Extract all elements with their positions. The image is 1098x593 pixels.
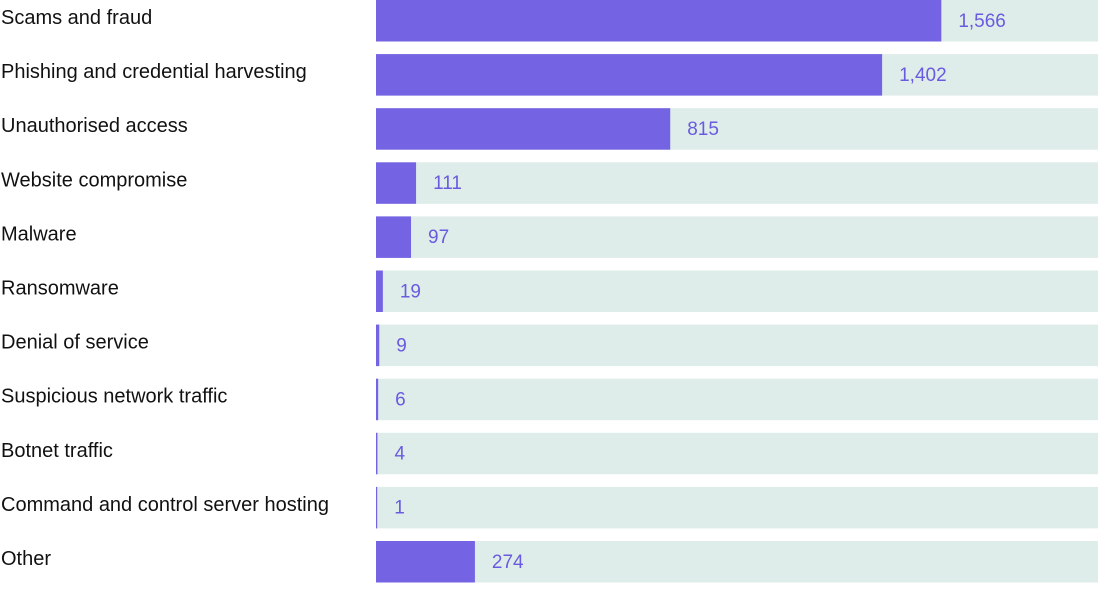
value-label: 19 — [400, 281, 421, 302]
bar-track — [376, 324, 1098, 367]
bar — [376, 432, 378, 475]
value-label: 9 — [396, 335, 407, 356]
bar — [376, 108, 671, 150]
value-label: 274 — [492, 552, 524, 573]
value-label: 97 — [428, 227, 449, 248]
category-label: Scams and fraud — [1, 7, 152, 29]
category-label: Malware — [1, 223, 77, 245]
bar-tracks — [376, 0, 1098, 583]
bar — [376, 270, 383, 312]
value-label: 1,566 — [958, 11, 1006, 32]
category-label: Website compromise — [1, 169, 187, 191]
bar-track — [376, 432, 1098, 475]
bar-track — [376, 378, 1098, 421]
value-label: 1 — [394, 498, 405, 519]
category-label: Botnet traffic — [1, 440, 113, 462]
bars — [376, 0, 942, 583]
category-label: Ransomware — [1, 278, 119, 300]
value-label: 6 — [395, 389, 406, 410]
category-label: Phishing and credential harvesting — [1, 61, 307, 83]
bar — [376, 486, 378, 529]
bar — [376, 324, 380, 367]
category-label: Other — [1, 548, 51, 570]
bar — [376, 162, 417, 204]
bar-track — [376, 216, 1098, 258]
bar — [376, 0, 942, 42]
bar-track — [376, 486, 1098, 529]
value-labels: 1,566 1,402 815 111 97 19 9 6 4 1 274 — [394, 11, 1006, 573]
bar-track — [376, 162, 1098, 204]
bar-track — [376, 541, 1098, 583]
category-label: Unauthorised access — [1, 115, 188, 137]
category-labels: Scams and fraud Phishing and credential h… — [1, 7, 329, 570]
category-label: Command and control server hosting — [1, 494, 329, 516]
value-label: 815 — [687, 119, 719, 140]
category-label: Denial of service — [1, 332, 149, 354]
bar — [376, 216, 412, 258]
bar-track — [376, 270, 1098, 312]
bar — [376, 378, 379, 421]
value-label: 111 — [433, 173, 462, 194]
bar — [376, 54, 883, 96]
category-label: Suspicious network traffic — [1, 386, 227, 408]
value-label: 1,402 — [899, 65, 947, 86]
value-label: 4 — [394, 444, 405, 465]
bar — [376, 541, 475, 583]
